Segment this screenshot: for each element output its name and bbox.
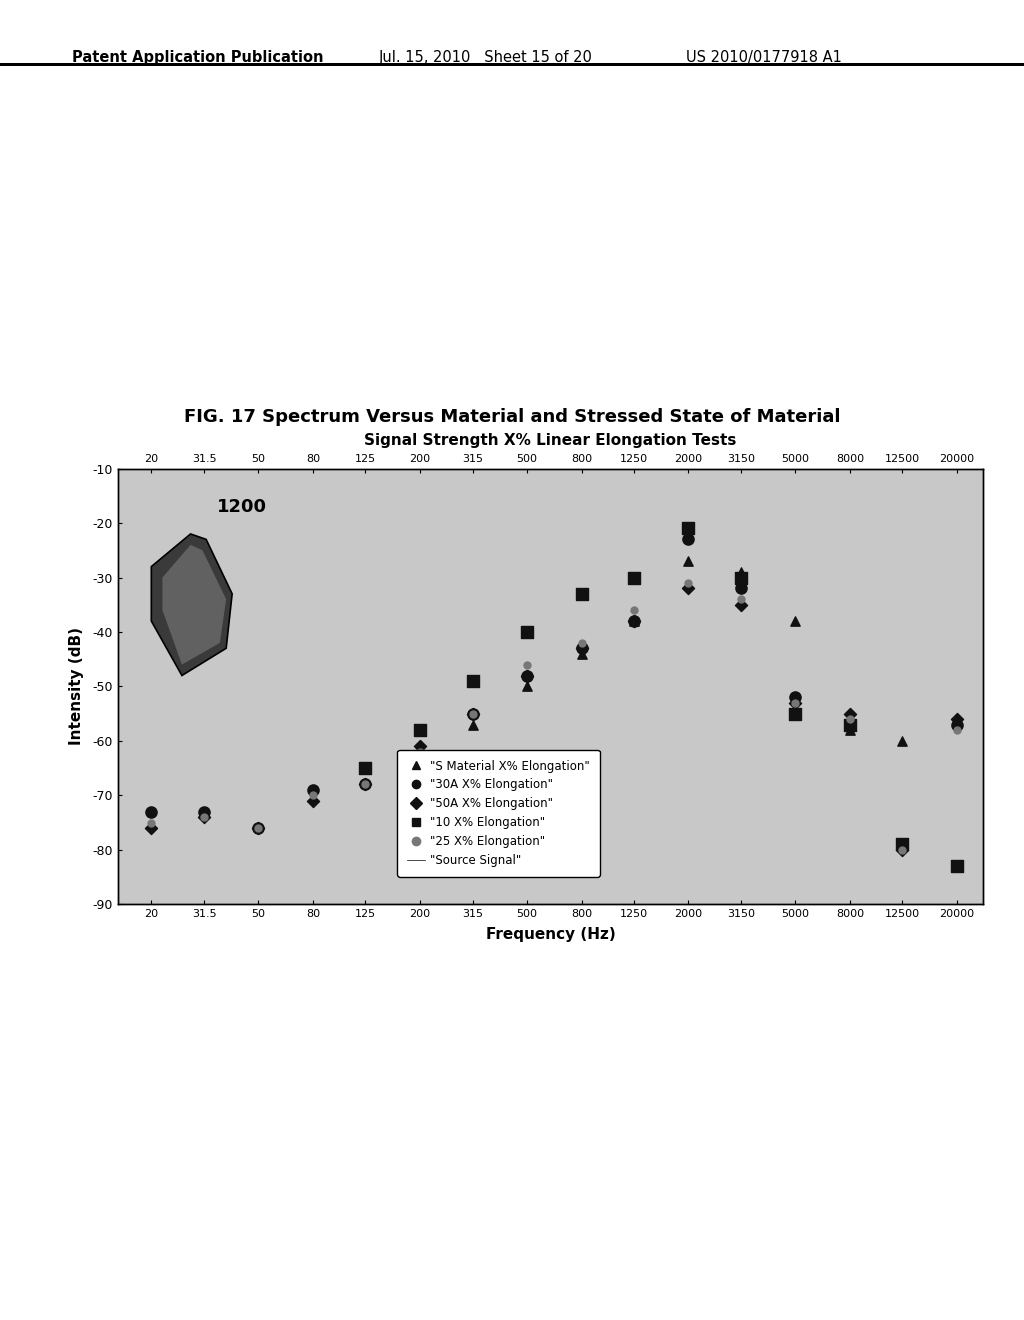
Y-axis label: Intensity (dB): Intensity (dB): [69, 627, 84, 746]
Point: [733, 568, 750, 589]
Point: [626, 568, 642, 589]
Text: FIG. 17 Spectrum Versus Material and Stressed State of Material: FIG. 17 Spectrum Versus Material and Str…: [183, 408, 841, 426]
Point: [250, 817, 266, 838]
Polygon shape: [163, 545, 226, 665]
Point: [680, 517, 696, 539]
Point: [518, 655, 535, 676]
Point: [518, 676, 535, 697]
Point: [949, 714, 966, 735]
Text: Jul. 15, 2010   Sheet 15 of 20: Jul. 15, 2010 Sheet 15 of 20: [379, 50, 593, 65]
X-axis label: Frequency (Hz): Frequency (Hz): [485, 928, 615, 942]
Point: [143, 817, 160, 838]
Point: [357, 758, 374, 779]
Point: [465, 704, 481, 725]
Point: [680, 573, 696, 594]
Point: [573, 632, 590, 653]
Point: [842, 704, 858, 725]
Point: [412, 735, 428, 756]
Point: [143, 801, 160, 822]
Point: [733, 561, 750, 582]
Point: [573, 643, 590, 664]
Point: [250, 817, 266, 838]
Point: [894, 730, 910, 751]
Text: Patent Application Publication: Patent Application Publication: [72, 50, 324, 65]
Point: [465, 704, 481, 725]
Point: [518, 665, 535, 686]
Point: [787, 686, 804, 708]
Point: [894, 834, 910, 855]
Point: [787, 692, 804, 713]
Point: [949, 719, 966, 741]
Point: [573, 583, 590, 605]
Point: [949, 709, 966, 730]
Point: [787, 692, 804, 713]
Point: [894, 834, 910, 855]
Point: [465, 714, 481, 735]
Point: [626, 611, 642, 632]
Point: [949, 855, 966, 876]
Point: [733, 578, 750, 599]
Point: [894, 840, 910, 861]
Point: [412, 742, 428, 763]
Point: [626, 599, 642, 620]
Polygon shape: [152, 535, 232, 676]
Text: US 2010/0177918 A1: US 2010/0177918 A1: [686, 50, 842, 65]
Point: [626, 611, 642, 632]
Point: [518, 665, 535, 686]
Point: [305, 785, 322, 807]
Point: [733, 589, 750, 610]
Point: [305, 791, 322, 812]
Point: [733, 594, 750, 615]
Point: [357, 774, 374, 795]
Point: [626, 611, 642, 632]
Point: [465, 704, 481, 725]
Point: [894, 840, 910, 861]
Point: [680, 529, 696, 550]
Point: [412, 719, 428, 741]
Point: [842, 709, 858, 730]
Point: [250, 817, 266, 838]
Point: [787, 704, 804, 725]
Point: [197, 807, 213, 828]
Point: [143, 812, 160, 833]
Point: [197, 801, 213, 822]
Point: [518, 622, 535, 643]
Point: [465, 671, 481, 692]
Point: [412, 747, 428, 768]
Point: [680, 578, 696, 599]
Point: [573, 638, 590, 659]
Point: [305, 779, 322, 800]
Point: [197, 807, 213, 828]
Text: 1200: 1200: [217, 498, 266, 516]
Point: [357, 774, 374, 795]
Point: [842, 714, 858, 735]
Point: [573, 638, 590, 659]
Point: [842, 714, 858, 735]
Point: [842, 719, 858, 741]
Point: [680, 550, 696, 572]
Point: [357, 774, 374, 795]
Point: [787, 611, 804, 632]
Legend: "S Material X% Elongation", "30A X% Elongation", "50A X% Elongation", "10 X% Elo: "S Material X% Elongation", "30A X% Elon…: [397, 750, 600, 876]
X-axis label: Signal Strength X% Linear Elongation Tests: Signal Strength X% Linear Elongation Tes…: [365, 433, 736, 449]
